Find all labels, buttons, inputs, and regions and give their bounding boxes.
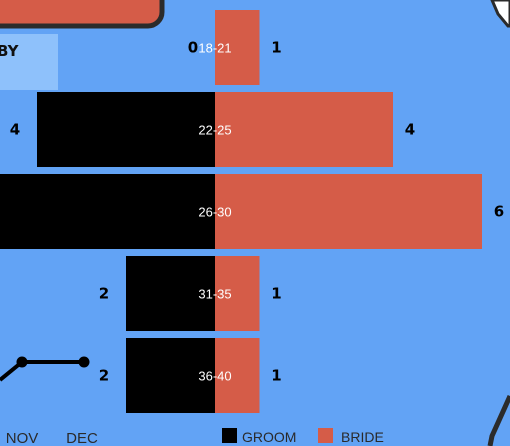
bride-value-label: 4 <box>405 121 415 139</box>
groom-value-label: 2 <box>99 367 109 385</box>
age-category-label: 36-40 <box>198 369 231 384</box>
mini-line-point <box>16 356 28 368</box>
speech-bubble-tail-shape <box>490 0 510 28</box>
mini-line-path <box>0 360 84 382</box>
legend-swatch-groom <box>222 428 237 443</box>
top-left-panel <box>0 0 165 29</box>
left-tag: BY <box>0 34 58 90</box>
groom-value-label: 4 <box>10 121 20 139</box>
speech-bubble-tail <box>490 0 510 28</box>
top-left-panel-box <box>0 0 165 29</box>
left-tag-box <box>0 34 58 90</box>
bar-bride <box>215 256 260 331</box>
age-category-label: 31-35 <box>198 287 231 302</box>
bride-value-label: 1 <box>271 39 281 57</box>
age-category-label: 22-25 <box>198 123 231 138</box>
mini-line-chart: NOV DEC <box>0 356 98 446</box>
bar-groom <box>126 256 215 331</box>
legend-item-bride: BRIDE <box>318 428 384 445</box>
bar-bride <box>215 92 393 167</box>
left-tag-label: BY <box>0 42 20 60</box>
bride-value-label: 6 <box>494 203 504 221</box>
right-panel-border <box>487 394 510 446</box>
legend-item-groom: GROOM <box>222 428 296 445</box>
month-label: NOV <box>6 430 39 446</box>
bar-bride <box>215 174 482 249</box>
age-category-label: 18-21 <box>198 41 231 56</box>
mini-line-point <box>78 356 90 368</box>
bar-groom <box>0 174 215 249</box>
groom-value-label: 0 <box>188 39 198 57</box>
bar-bride <box>215 10 260 85</box>
groom-value-label: 2 <box>99 285 109 303</box>
age-category-label: 26-30 <box>198 205 231 220</box>
bar-groom <box>126 338 215 413</box>
bar-bride <box>215 338 260 413</box>
month-label: DEC <box>66 430 98 446</box>
legend: GROOM BRIDE <box>222 428 384 445</box>
bride-value-label: 1 <box>271 367 281 385</box>
bar-groom <box>37 92 215 167</box>
legend-label-groom: GROOM <box>242 429 296 445</box>
bride-value-label: 1 <box>271 285 281 303</box>
legend-label-bride: BRIDE <box>341 429 384 445</box>
legend-swatch-bride <box>318 428 333 443</box>
